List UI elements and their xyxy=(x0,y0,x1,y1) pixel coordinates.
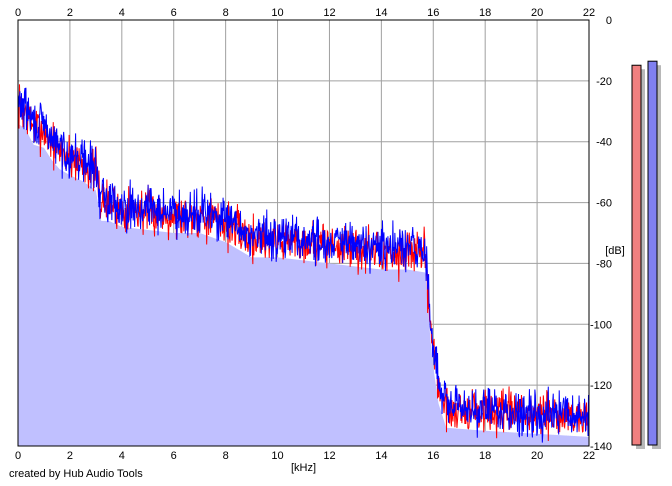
y-tick-1: -20 xyxy=(596,76,612,88)
x-tick-bottom-11: 22 xyxy=(583,450,595,462)
x-tick-bottom-8: 16 xyxy=(427,450,439,462)
y-tick-2: -40 xyxy=(596,137,612,149)
x-tick-top-0: 0 xyxy=(15,7,21,19)
x-tick-top-2: 4 xyxy=(119,7,125,19)
x-tick-top-1: 2 xyxy=(67,7,73,19)
y-axis-label: [dB] xyxy=(605,245,625,257)
y-tick-0: 0 xyxy=(606,15,612,27)
x-tick-top-5: 10 xyxy=(271,7,283,19)
credit-text: created by Hub Audio Tools xyxy=(9,468,143,480)
y-tick-4: -80 xyxy=(596,258,612,270)
x-tick-top-7: 14 xyxy=(375,7,387,19)
x-tick-bottom-6: 12 xyxy=(323,450,335,462)
x-tick-bottom-2: 4 xyxy=(119,450,125,462)
x-tick-bottom-3: 6 xyxy=(171,450,177,462)
plot-frame xyxy=(17,19,590,447)
spectrum-series-blue xyxy=(17,87,590,443)
x-tick-top-9: 18 xyxy=(479,7,491,19)
x-tick-bottom-1: 2 xyxy=(67,450,73,462)
x-axis-label: [kHz] xyxy=(291,462,316,474)
level-meters xyxy=(631,60,661,450)
x-tick-bottom-5: 10 xyxy=(271,450,283,462)
x-tick-bottom-7: 14 xyxy=(375,450,387,462)
y-tick-6: -120 xyxy=(590,380,612,392)
y-tick-7: -140 xyxy=(590,441,612,453)
x-tick-top-6: 12 xyxy=(323,7,335,19)
x-tick-top-4: 8 xyxy=(223,7,229,19)
spectrum-fill-area xyxy=(18,123,589,447)
x-tick-top-10: 20 xyxy=(531,7,543,19)
y-tick-5: -100 xyxy=(590,319,612,331)
x-tick-bottom-10: 20 xyxy=(531,450,543,462)
y-tick-3: -60 xyxy=(596,198,612,210)
x-tick-bottom-4: 8 xyxy=(223,450,229,462)
tick-labels: 002244668810101212141416161818202022220-… xyxy=(15,7,612,462)
level-meter-0 xyxy=(631,64,642,446)
x-tick-top-8: 16 xyxy=(427,7,439,19)
x-tick-bottom-9: 18 xyxy=(479,450,491,462)
x-tick-bottom-0: 0 xyxy=(15,450,21,462)
level-meter-1 xyxy=(647,60,658,446)
x-tick-top-3: 6 xyxy=(171,7,177,19)
x-tick-top-11: 22 xyxy=(583,7,595,19)
